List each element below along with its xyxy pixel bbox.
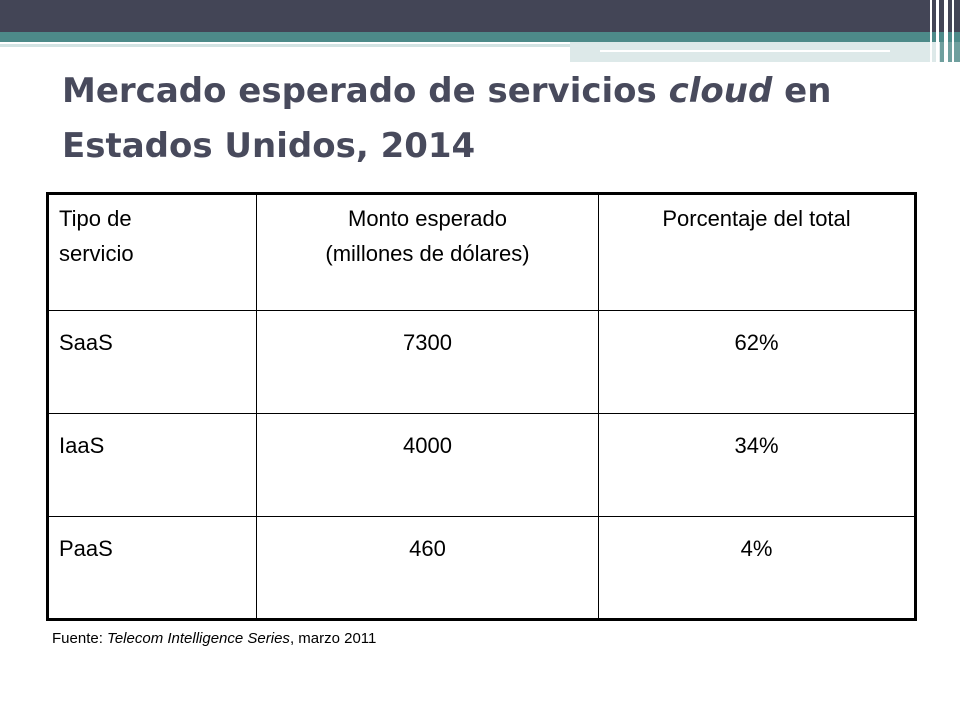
- header-stripe: [936, 0, 939, 62]
- header-tipo-line1: Tipo de: [59, 206, 132, 231]
- header-band-highlight: [600, 50, 890, 52]
- cell-monto: 7300: [256, 310, 599, 414]
- title-emphasis: cloud: [668, 71, 773, 111]
- header-tipo-line2: servicio: [59, 241, 134, 266]
- table-row: IaaS 4000 34%: [47, 413, 916, 517]
- header-cell-porcentaje: Porcentaje del total: [598, 193, 916, 311]
- cell-porcentaje: 4%: [598, 516, 916, 620]
- header-stripe: [944, 0, 948, 62]
- table-header-row: Tipo de servicio Monto esperado (millone…: [47, 193, 916, 311]
- cell-tipo: IaaS: [47, 413, 257, 517]
- header-stripe: [952, 0, 954, 62]
- cell-tipo: PaaS: [47, 516, 257, 620]
- title-part2: en Estados Unidos, 2014: [62, 71, 832, 166]
- header-cell-tipo: Tipo de servicio: [47, 193, 257, 311]
- source-prefix: Fuente:: [52, 630, 108, 647]
- header-band-line: [0, 44, 940, 47]
- header-band-dark: [0, 0, 960, 32]
- header-monto-line1: Monto esperado: [348, 206, 507, 231]
- source-note: Fuente: Telecom Intelligence Series, mar…: [52, 630, 376, 647]
- header-cell-monto: Monto esperado (millones de dólares): [256, 193, 599, 311]
- source-publication: Telecom Intelligence Series: [107, 630, 290, 647]
- cell-tipo: SaaS: [47, 310, 257, 414]
- cell-monto: 4000: [256, 413, 599, 517]
- header-band-corner: [940, 42, 960, 62]
- header-monto-line2: (millones de dólares): [325, 241, 530, 266]
- cell-monto: 460: [256, 516, 599, 620]
- slide-title: Mercado esperado de servicios cloud en E…: [62, 64, 922, 174]
- table-row: PaaS 460 4%: [47, 516, 916, 620]
- table-row: SaaS 7300 62%: [47, 310, 916, 414]
- source-suffix: , marzo 2011: [289, 630, 377, 647]
- header-band-light: [570, 42, 940, 62]
- market-table: Tipo de servicio Monto esperado (millone…: [46, 192, 917, 621]
- cell-porcentaje: 34%: [598, 413, 916, 517]
- header-band-teal: [0, 32, 960, 42]
- cell-porcentaje: 62%: [598, 310, 916, 414]
- header-stripe: [930, 0, 932, 62]
- title-part1: Mercado esperado de servicios: [62, 71, 669, 111]
